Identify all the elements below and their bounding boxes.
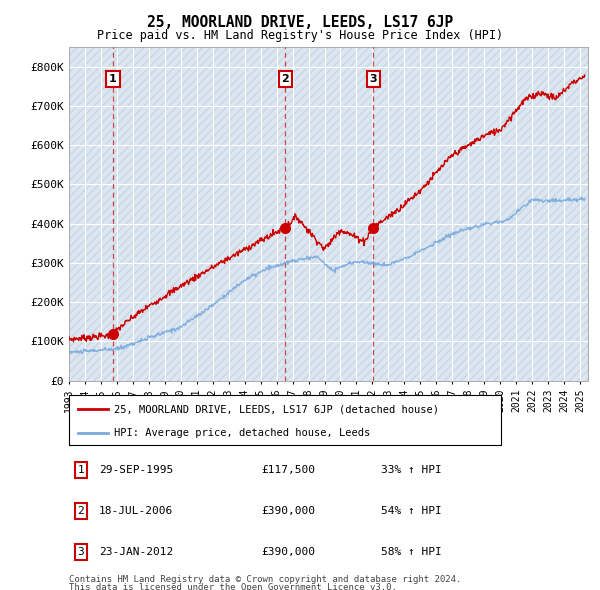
Text: HPI: Average price, detached house, Leeds: HPI: Average price, detached house, Leed… [115,428,371,438]
Text: 3: 3 [77,548,85,557]
Text: 25, MOORLAND DRIVE, LEEDS, LS17 6JP (detached house): 25, MOORLAND DRIVE, LEEDS, LS17 6JP (det… [115,404,439,414]
Text: £117,500: £117,500 [261,465,315,474]
Text: Price paid vs. HM Land Registry's House Price Index (HPI): Price paid vs. HM Land Registry's House … [97,30,503,42]
FancyBboxPatch shape [69,395,501,445]
Text: 3: 3 [370,74,377,84]
Text: 23-JAN-2012: 23-JAN-2012 [99,548,173,557]
Text: 2: 2 [77,506,85,516]
Text: 54% ↑ HPI: 54% ↑ HPI [381,506,442,516]
Text: 18-JUL-2006: 18-JUL-2006 [99,506,173,516]
Text: 25, MOORLAND DRIVE, LEEDS, LS17 6JP: 25, MOORLAND DRIVE, LEEDS, LS17 6JP [147,15,453,30]
Text: £390,000: £390,000 [261,506,315,516]
Text: 1: 1 [109,74,117,84]
Text: 2: 2 [281,74,289,84]
Text: Contains HM Land Registry data © Crown copyright and database right 2024.: Contains HM Land Registry data © Crown c… [69,575,461,584]
Text: 29-SEP-1995: 29-SEP-1995 [99,465,173,474]
Text: 1: 1 [77,465,85,474]
Text: 58% ↑ HPI: 58% ↑ HPI [381,548,442,557]
Text: This data is licensed under the Open Government Licence v3.0.: This data is licensed under the Open Gov… [69,582,397,590]
Text: £390,000: £390,000 [261,548,315,557]
Text: 33% ↑ HPI: 33% ↑ HPI [381,465,442,474]
